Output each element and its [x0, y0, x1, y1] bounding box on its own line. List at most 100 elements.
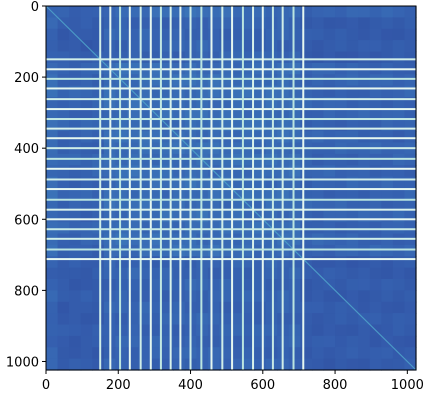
heatmap-cell: [231, 210, 244, 223]
heatmap-cell: [196, 119, 209, 132]
heatmap-cell: [242, 222, 255, 235]
heatmap-cell: [265, 176, 278, 189]
heatmap-cell: [46, 28, 59, 41]
heatmap-cell: [335, 301, 348, 314]
heatmap-cell: [369, 51, 382, 64]
heatmap-cell: [57, 335, 70, 348]
heatmap-cell: [254, 347, 267, 360]
heatmap-cell: [381, 313, 394, 326]
heatmap-cell: [173, 108, 186, 121]
heatmap-cell: [288, 40, 301, 53]
heatmap-cell: [207, 358, 221, 371]
heatmap-cell: [242, 279, 255, 291]
heatmap-cell: [242, 40, 255, 53]
heatmap-cell: [161, 51, 174, 64]
heatmap-cell: [311, 165, 325, 178]
heatmap-cell: [358, 51, 371, 64]
heatmap-cell: [311, 188, 325, 200]
heatmap-cell: [219, 165, 232, 178]
heatmap-cell: [138, 210, 151, 223]
heatmap-cell: [69, 244, 82, 257]
heatmap-cell: [196, 17, 209, 30]
heatmap-cell: [115, 222, 128, 235]
heatmap-cell: [231, 17, 244, 30]
heatmap-cell: [404, 108, 417, 121]
heatmap-cell: [323, 85, 336, 98]
heatmap-cell: [57, 74, 70, 87]
heatmap-cell: [392, 324, 406, 337]
heatmap-cell: [323, 358, 336, 371]
heatmap-cell: [150, 131, 163, 144]
heatmap-cell: [92, 324, 105, 337]
heatmap-cell: [69, 256, 82, 269]
heatmap-cell: [346, 290, 359, 303]
heatmap-cell: [254, 153, 267, 166]
heatmap-cell: [115, 85, 128, 98]
heatmap-cell: [242, 313, 255, 326]
heatmap-cell: [92, 119, 105, 132]
heatmap-cell: [57, 119, 70, 132]
heatmap-row-line: [46, 258, 416, 261]
heatmap-cell: [346, 335, 359, 348]
heatmap-cell: [115, 358, 128, 371]
heatmap-cell: [173, 290, 186, 303]
heatmap-cell: [358, 324, 371, 337]
heatmap-cell: [254, 267, 267, 280]
heatmap-cell: [46, 85, 59, 98]
heatmap-cell: [115, 188, 128, 200]
heatmap-cell: [126, 131, 140, 144]
heatmap-cell: [311, 335, 325, 348]
heatmap-cell: [138, 40, 151, 53]
heatmap-cell: [288, 176, 301, 189]
heatmap-cell: [311, 51, 325, 64]
heatmap-cell: [288, 301, 301, 314]
heatmap-cell: [196, 256, 209, 269]
heatmap-cell: [219, 210, 232, 223]
heatmap-cell: [392, 313, 406, 326]
heatmap-cell: [80, 131, 93, 144]
heatmap-cell: [346, 153, 359, 166]
heatmap-cell: [288, 6, 301, 18]
heatmap-cell: [323, 267, 336, 280]
heatmap-cell: [392, 222, 406, 235]
heatmap-cell: [300, 17, 313, 30]
heatmap-cell: [265, 40, 278, 53]
heatmap-cell: [242, 324, 255, 337]
heatmap-cell: [392, 6, 406, 18]
heatmap-cell: [369, 153, 382, 166]
heatmap-cell: [207, 199, 221, 212]
heatmap-cell: [254, 28, 267, 41]
heatmap-cell: [219, 40, 232, 53]
heatmap-cell: [92, 74, 105, 87]
heatmap-cell: [126, 176, 140, 189]
heatmap-cell: [288, 188, 301, 200]
heatmap-cell: [265, 199, 278, 212]
heatmap-cell: [69, 119, 82, 132]
heatmap-cell: [92, 153, 105, 166]
heatmap-cell: [288, 74, 301, 87]
heatmap-cell: [392, 28, 406, 41]
heatmap-cell: [369, 267, 382, 280]
heatmap-cell: [242, 176, 255, 189]
heatmap-cell: [231, 199, 244, 212]
heatmap-cell: [219, 256, 232, 269]
heatmap-cell: [335, 74, 348, 87]
heatmap-cell: [69, 131, 82, 144]
heatmap-cell: [138, 335, 151, 348]
heatmap-cell: [207, 347, 221, 360]
heatmap-cell: [196, 40, 209, 53]
heatmap-cell: [392, 74, 406, 87]
heatmap-cell: [404, 290, 417, 303]
heatmap-cell: [323, 347, 336, 360]
heatmap-cell: [404, 256, 417, 269]
heatmap-cell: [231, 108, 244, 121]
heatmap-cell: [161, 244, 174, 257]
heatmap-cell: [173, 28, 186, 41]
heatmap-cell: [57, 6, 70, 18]
heatmap-cell: [161, 301, 174, 314]
heatmap-cell: [404, 188, 417, 200]
heatmap-cell: [92, 188, 105, 200]
heatmap-cell: [404, 210, 417, 223]
heatmap-cell: [381, 119, 394, 132]
heatmap-cell: [231, 74, 244, 87]
